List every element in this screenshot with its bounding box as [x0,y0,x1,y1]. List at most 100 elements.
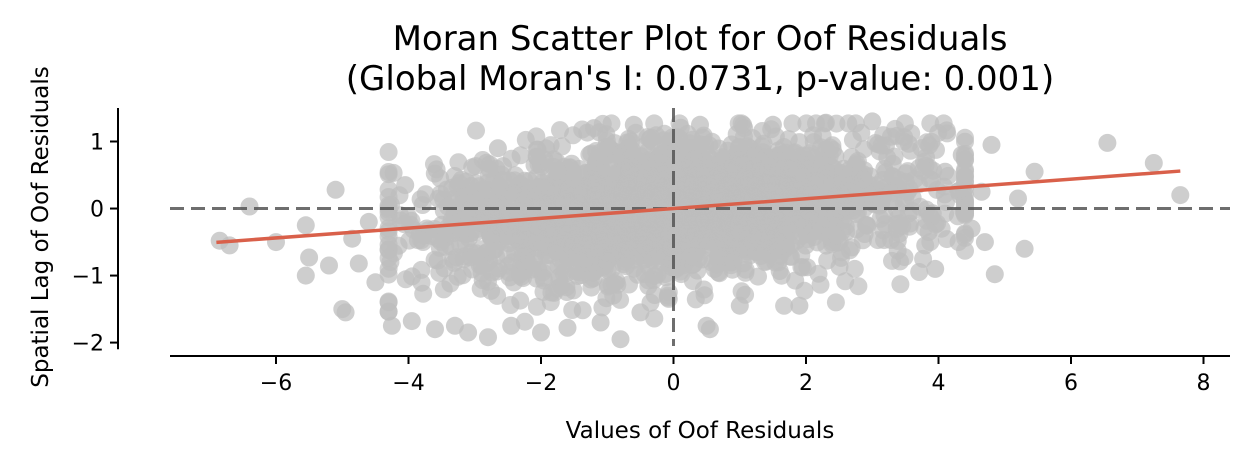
scatter-point [797,183,816,201]
scatter-point [982,135,1001,154]
scatter-point [511,146,530,165]
scatter-point [641,219,660,238]
scatter-point [714,229,733,248]
scatter-point [541,219,560,238]
scatter-point [559,246,578,265]
scatter-point [557,283,576,301]
scatter-point [470,256,489,275]
scatter-point [527,297,546,316]
scatter-point [769,253,788,272]
scatter-point [382,316,401,335]
scatter-point [349,254,368,273]
scatter-point [366,273,385,292]
scatter-point [737,177,756,195]
scatter-point [1144,154,1163,172]
scatter-point [479,328,497,347]
scatter-point [582,278,601,297]
x-tick-label: 0 [667,371,681,396]
scatter-point [786,152,805,171]
scatter-point [220,236,239,255]
scatter-point [866,134,885,152]
scatter-point [919,223,938,241]
scatter-point [300,248,319,267]
scatter-point [502,316,521,335]
scatter-point [488,286,507,305]
scatter-point [548,161,567,180]
axes: −6 −4 −2 0 2 4 6 8 −2 −1 0 1 [72,108,1230,396]
scatter-point [515,312,534,331]
scatter-point [607,233,626,251]
scatter-point [558,318,577,337]
scatter-point [449,153,468,172]
y-tick-label: 0 [90,198,104,223]
scatter-point [750,151,769,170]
scatter-point [631,303,650,322]
scatter-point [738,137,756,156]
scatter-point [913,162,932,181]
scatter-point [691,115,709,134]
scatter-point [786,271,805,290]
scatter-point [934,114,953,133]
scatter-point [695,286,714,305]
scatter-point [611,330,630,349]
scatter-point [654,144,673,163]
scatter-point [891,275,910,294]
scatter-point [935,177,953,196]
scatter-point [816,113,835,132]
scatter-point [396,176,415,195]
scatter-point [790,296,809,315]
scatter-point [592,160,611,179]
scatter-point [511,291,530,310]
scatter-point [471,240,490,259]
scatter-point [666,189,685,208]
scatter-point [564,126,583,145]
scatter-point [402,312,421,331]
scatter-point [467,121,485,140]
scatter-point [448,267,467,286]
scatter-point [434,280,453,299]
scatter-point [451,235,470,254]
scatter-point [586,186,605,205]
scatter-point [488,139,507,158]
scatter-point [843,130,862,149]
scatter-point [832,243,851,262]
scatter-point [1025,162,1044,181]
scatter-point [359,212,378,231]
x-tick-label: 8 [1197,371,1211,396]
scatter-point [855,161,874,180]
chart-title-line-1: Moran Scatter Plot for Oof Residuals [393,19,1008,59]
scatter-point [412,273,431,292]
scatter-point [336,303,355,322]
scatter-point [728,156,747,175]
scatter-point [667,228,686,247]
x-tick-label: −2 [525,371,557,396]
scatter-point [811,275,830,294]
scatter-point [732,282,751,301]
scatter-point [603,259,621,278]
scatter-point [975,233,994,252]
scatter-point [240,197,259,216]
scatter-point [952,145,971,164]
scatter-point [438,197,457,216]
scatter-point [911,197,930,216]
scatter-point [962,219,981,238]
y-axis-label: Spatial Lag of Oof Residuals [28,66,54,388]
scatter-point [770,184,789,203]
y-tick-label: 1 [90,131,104,156]
scatter-point [1015,239,1034,258]
scatter-point [845,259,864,278]
scatter-point [747,243,765,262]
scatter-point [691,135,710,154]
scatter-point [684,176,702,195]
scatter-point [714,151,733,170]
scatter-point [462,176,480,195]
scatter-point [823,221,842,240]
scatter-point [642,128,661,147]
scatter-point [430,238,449,257]
scatter-point [584,263,603,282]
scatter-point [636,193,655,211]
scatter-point [927,140,945,159]
scatter-point [602,219,621,238]
scatter-point [875,231,894,250]
